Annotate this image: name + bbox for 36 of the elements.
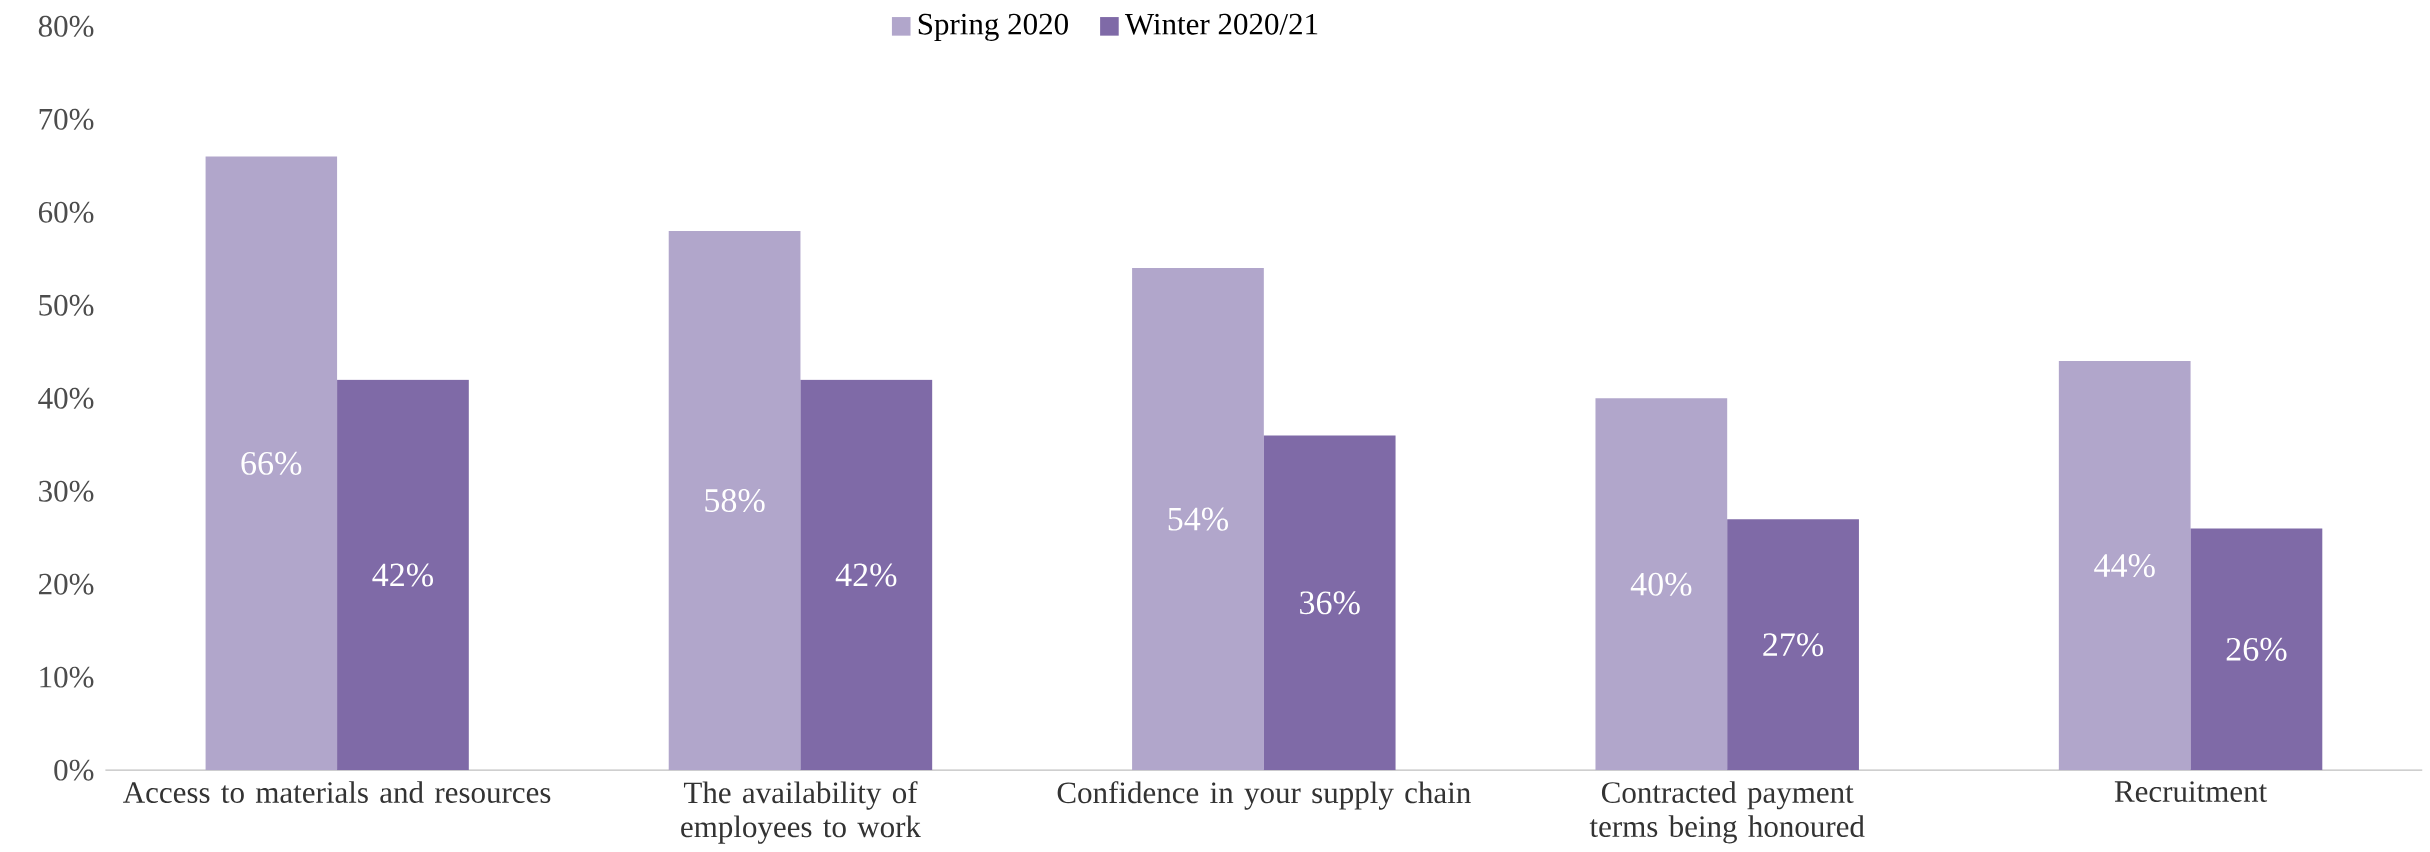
data-label: 42% — [372, 563, 434, 587]
x-tick-label: Confidence in your supply chain — [1057, 780, 1471, 810]
legend-label: Winter 2020/21 — [1124, 13, 1318, 35]
y-tick-label: 20% — [38, 573, 94, 595]
data-label: 44% — [2094, 553, 2155, 578]
legend-label: Spring 2020 — [918, 13, 1068, 41]
y-tick-label: 70% — [39, 108, 94, 130]
y-tick-label: 30% — [39, 480, 94, 502]
x-tick-label: Recruitment — [2114, 780, 2268, 802]
bar — [1727, 518, 1859, 771]
bar — [668, 230, 801, 771]
bar — [205, 156, 338, 771]
y-tick-label: 60% — [38, 201, 94, 223]
bar — [337, 379, 469, 771]
data-label: 27% — [1763, 632, 1824, 657]
data-label: 58% — [705, 488, 765, 512]
bar — [800, 379, 933, 771]
data-label: 66% — [241, 451, 302, 475]
x-tick-label: The availability of employees to work — [681, 780, 921, 844]
x-tick-label: Access to materials and resources — [123, 780, 551, 803]
y-tick-label: 80% — [38, 15, 94, 37]
bar — [1595, 398, 1728, 771]
bar — [1263, 435, 1396, 771]
y-tick-label: 40% — [38, 387, 94, 409]
x-tick-label: Contracted payment terms being honoured — [1589, 780, 1865, 844]
bar — [2058, 360, 2191, 771]
y-tick-label: 0% — [54, 759, 94, 781]
data-label: 42% — [835, 563, 897, 587]
data-label: 40% — [1630, 572, 1692, 596]
data-label: 54% — [1168, 507, 1229, 531]
y-tick-label: 10% — [40, 666, 94, 688]
bar — [1132, 267, 1264, 771]
y-tick-label: 50% — [39, 294, 94, 316]
data-label: 36% — [1300, 591, 1360, 615]
data-label: 26% — [2226, 637, 2287, 661]
bar — [2190, 528, 2323, 771]
